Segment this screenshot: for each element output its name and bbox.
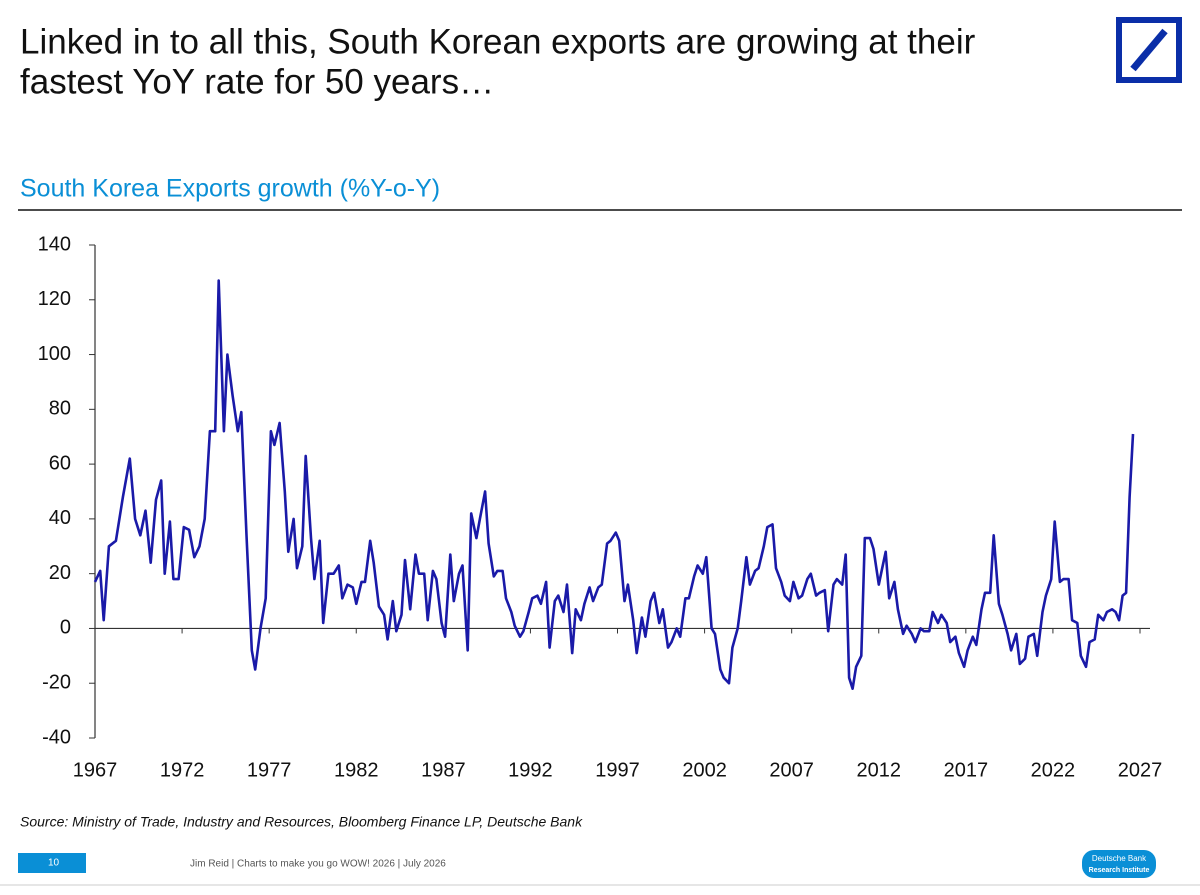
footer-text: Jim Reid | Charts to make you go WOW! 20…	[190, 859, 446, 870]
logo	[1116, 17, 1182, 83]
x-tick-label: 2017	[944, 759, 989, 781]
x-tick-label: 1967	[73, 759, 118, 781]
y-tick-label: -40	[42, 726, 71, 748]
y-tick-label: 0	[60, 617, 71, 639]
x-tick-label: 1977	[247, 759, 292, 781]
x-tick-label: 1997	[595, 759, 640, 781]
y-tick-label: 40	[49, 507, 71, 529]
slide-title: Linked in to all this, South Korean expo…	[20, 22, 976, 61]
data-line	[93, 279, 1135, 690]
y-tick-label: 120	[38, 288, 71, 310]
y-tick-label: 100	[38, 343, 71, 365]
x-tick-label: 1972	[160, 759, 205, 781]
slide-title: fastest YoY rate for 50 years…	[20, 62, 494, 101]
x-tick-label: 2012	[857, 759, 902, 781]
badge-text: Deutsche Bank	[1092, 854, 1147, 863]
x-tick-label: 2027	[1118, 759, 1163, 781]
x-tick-label: 1982	[334, 759, 379, 781]
y-tick-label: -20	[42, 672, 71, 694]
y-tick-label: 140	[38, 233, 71, 255]
x-tick-label: 2007	[769, 759, 814, 781]
x-tick-label: 1992	[508, 759, 553, 781]
y-tick-label: 60	[49, 452, 71, 474]
x-tick-label: 1987	[421, 759, 466, 781]
y-tick-label: 80	[49, 398, 71, 420]
y-tick-label: 20	[49, 562, 71, 584]
x-tick-label: 2022	[1031, 759, 1076, 781]
page-number: 10	[48, 858, 60, 869]
badge-text: Research Institute	[1089, 867, 1150, 874]
page-box	[18, 853, 86, 873]
source-note: Source: Ministry of Trade, Industry and …	[20, 814, 583, 830]
x-tick-label: 2002	[682, 759, 727, 781]
chart-title: South Korea Exports growth (%Y-o-Y)	[20, 175, 440, 203]
badge	[1082, 850, 1156, 878]
